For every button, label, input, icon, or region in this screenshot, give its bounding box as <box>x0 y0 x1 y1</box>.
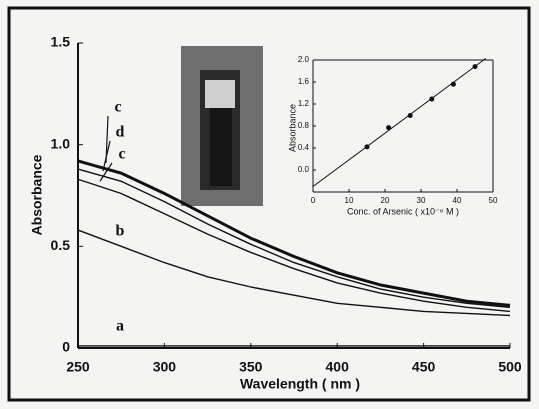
x-tick-label: 500 <box>498 359 522 375</box>
x-tick-label: 30 <box>417 196 426 205</box>
y-tick-label: 0.0 <box>298 165 310 174</box>
y-tick-label: 1.0 <box>51 135 71 151</box>
y-tick-label: 0.8 <box>298 121 310 130</box>
y-tick-label: 0.5 <box>51 237 71 253</box>
line <box>77 159 511 307</box>
point <box>407 113 413 119</box>
x-tick-label: 400 <box>326 359 350 375</box>
y-tick-label: 0 <box>62 339 70 355</box>
point <box>386 125 392 131</box>
series-label: c <box>118 146 125 163</box>
x-tick-label: 350 <box>239 359 263 375</box>
series-label: b <box>116 223 125 240</box>
line <box>77 168 511 309</box>
x-tick-label: 40 <box>453 196 462 205</box>
series-label: a <box>116 318 124 335</box>
photo <box>181 46 263 206</box>
label-arrow <box>99 162 113 182</box>
y-axis-label: Absorbance <box>29 154 45 235</box>
point <box>364 144 370 150</box>
y-axis-label: Absorbance <box>287 104 297 152</box>
y-tick-label: 2.0 <box>298 55 310 64</box>
point <box>450 81 456 87</box>
y-tick-label: 1.2 <box>298 99 310 108</box>
x-tick-label: 10 <box>345 196 354 205</box>
x-tick-label: 0 <box>311 196 316 205</box>
x-axis-label: Conc. of Arsenic ( x10⁻⁶ M ) <box>347 206 459 216</box>
frame <box>7 6 531 402</box>
y-tick-label: 0.4 <box>298 143 310 152</box>
x-axis-label: Wavelength ( nm ) <box>240 376 360 392</box>
y-tick-label: 1.5 <box>51 34 71 50</box>
x-tick-label: 20 <box>381 196 390 205</box>
line <box>77 229 511 317</box>
point <box>429 96 435 102</box>
x-tick-label: 50 <box>489 196 498 205</box>
x-tick-label: 250 <box>66 359 90 375</box>
point <box>472 64 478 70</box>
x-tick-label: 450 <box>412 359 436 375</box>
inset-background <box>300 50 505 230</box>
x-tick-label: 300 <box>153 359 177 375</box>
line <box>77 178 511 313</box>
y-tick-label: 1.6 <box>298 77 310 86</box>
fit-line <box>312 57 487 187</box>
series-label: d <box>116 124 125 141</box>
label-arrow <box>105 115 109 163</box>
series-label: c <box>114 99 121 116</box>
